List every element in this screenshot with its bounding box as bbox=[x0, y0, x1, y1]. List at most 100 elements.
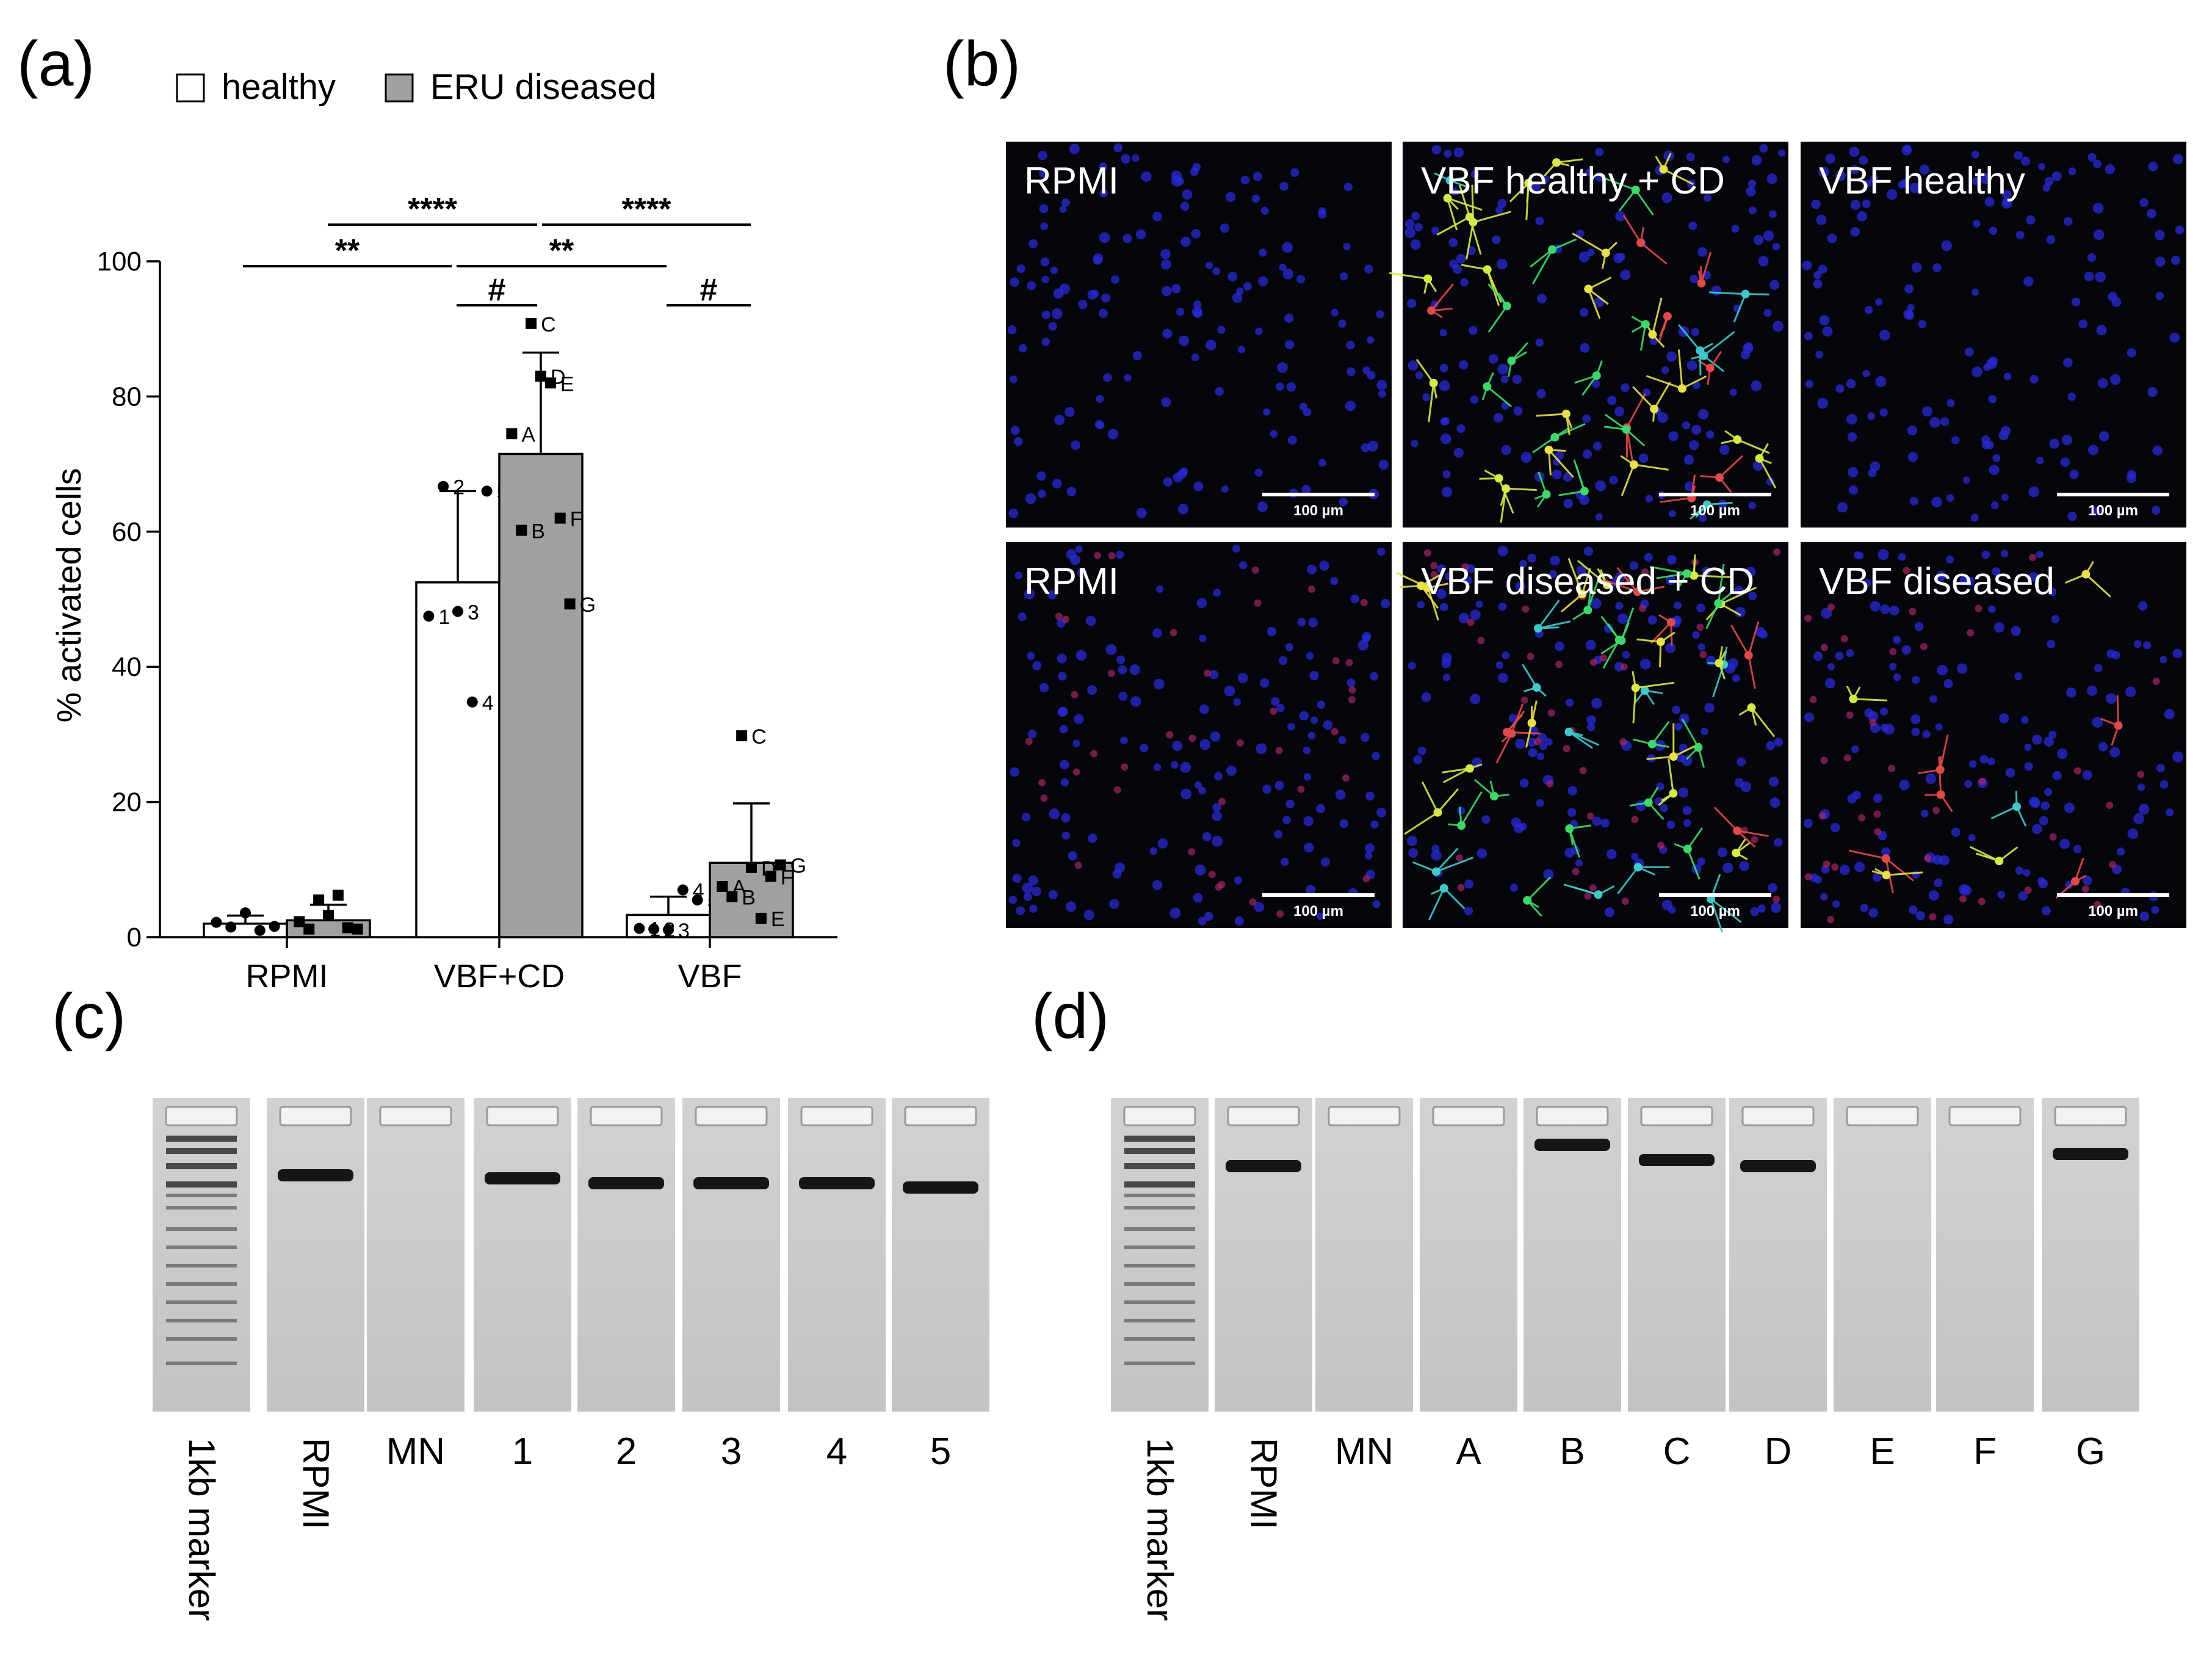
nucleus bbox=[1271, 697, 1280, 706]
stained-cell bbox=[1563, 745, 1570, 753]
nucleus bbox=[1303, 816, 1314, 827]
stained-cell bbox=[1297, 785, 1305, 793]
nucleus bbox=[2093, 159, 2102, 169]
nucleus bbox=[1813, 279, 1823, 289]
nucleus bbox=[1122, 233, 1132, 244]
nucleus bbox=[1193, 481, 1204, 491]
nucleus bbox=[1099, 162, 1108, 172]
nucleus bbox=[1683, 819, 1691, 827]
activated-cell bbox=[2081, 570, 2091, 579]
nucleus bbox=[1763, 309, 1772, 317]
nucleus bbox=[1600, 818, 1610, 828]
nucleus bbox=[1983, 363, 1991, 372]
nucleus bbox=[1688, 221, 1697, 230]
nucleus bbox=[1699, 514, 1707, 523]
nucleus bbox=[1818, 167, 1829, 178]
activated-cell bbox=[1732, 849, 1741, 858]
nucleus bbox=[2030, 798, 2040, 808]
nucleus bbox=[1141, 171, 1152, 182]
nucleus bbox=[1909, 183, 1920, 194]
nucleus bbox=[1958, 884, 1970, 895]
nucleus bbox=[1367, 441, 1378, 452]
ladder-band bbox=[166, 1300, 237, 1304]
nucleus bbox=[2133, 640, 2142, 648]
nucleus bbox=[1769, 280, 1780, 290]
nucleus bbox=[1937, 664, 1948, 676]
nucleus bbox=[1475, 600, 1483, 608]
gel-well bbox=[1227, 1106, 1300, 1126]
gel-lane-label: C bbox=[1663, 1431, 1691, 1473]
gel-well bbox=[1328, 1106, 1401, 1126]
nucleus bbox=[1940, 417, 1950, 426]
stained-cell bbox=[1520, 696, 1528, 704]
nucleus bbox=[1731, 225, 1740, 233]
activated-cell bbox=[1439, 883, 1448, 893]
nucleus bbox=[1226, 192, 1236, 202]
micrograph-title: RPMI bbox=[1024, 560, 1119, 603]
cell-process bbox=[1604, 579, 1638, 593]
nucleus bbox=[1233, 698, 1242, 706]
nucleus bbox=[1729, 388, 1737, 396]
nucleus bbox=[1180, 788, 1192, 800]
nucleus bbox=[1992, 567, 2001, 576]
nucleus bbox=[1743, 343, 1754, 354]
ladder-band bbox=[166, 1319, 237, 1322]
significance-label: **** bbox=[622, 192, 672, 227]
nucleus bbox=[1702, 567, 1711, 576]
nucleus bbox=[2166, 808, 2174, 817]
nucleus bbox=[2117, 847, 2125, 856]
nucleus bbox=[2071, 297, 2081, 306]
dna-band bbox=[485, 1172, 560, 1184]
stained-cell bbox=[1204, 669, 1212, 677]
stained-cell bbox=[2029, 554, 2037, 562]
nucleus bbox=[1964, 347, 1974, 357]
nucleus bbox=[1303, 773, 1312, 781]
nucleus bbox=[1339, 498, 1348, 507]
cell-process bbox=[1751, 706, 1776, 738]
nucleus bbox=[1666, 554, 1677, 565]
stained-cell bbox=[1236, 739, 1244, 747]
nucleus bbox=[1027, 281, 1036, 291]
nucleus bbox=[1748, 180, 1757, 188]
nucleus bbox=[1093, 256, 1102, 265]
ladder-band bbox=[166, 1264, 237, 1267]
cell-process bbox=[1719, 455, 1744, 479]
stained-cell bbox=[1038, 779, 1046, 787]
ladder-band bbox=[1124, 1300, 1195, 1304]
gel-lane: 3 bbox=[682, 1098, 780, 1473]
nucleus bbox=[1615, 601, 1624, 610]
cell-process bbox=[1633, 463, 1669, 471]
cell-process bbox=[1853, 698, 1888, 702]
nucleus bbox=[1810, 873, 1819, 882]
activated-cell bbox=[1432, 867, 1441, 876]
gel-lane: B bbox=[1523, 1098, 1621, 1473]
ladder-band bbox=[166, 1206, 237, 1209]
activated-cell bbox=[1715, 659, 1724, 668]
nucleus bbox=[2147, 209, 2156, 219]
nucleus bbox=[1441, 658, 1451, 669]
nucleus bbox=[1263, 408, 1271, 416]
nucleus bbox=[2026, 215, 2036, 225]
nucleus bbox=[1464, 576, 1472, 585]
nucleus bbox=[1066, 901, 1077, 912]
nucleus bbox=[1971, 150, 1979, 159]
nucleus bbox=[1016, 906, 1025, 916]
nucleus bbox=[2142, 641, 2152, 650]
nucleus bbox=[1234, 916, 1244, 926]
nucleus bbox=[2001, 493, 2009, 501]
nucleus bbox=[1719, 444, 1730, 455]
gel-lane: F bbox=[1936, 1098, 2034, 1473]
data-point bbox=[269, 921, 280, 932]
gel-well bbox=[1432, 1106, 1505, 1126]
data-point bbox=[736, 730, 748, 742]
activated-cell bbox=[1683, 844, 1692, 854]
nucleus bbox=[1587, 248, 1595, 256]
nucleus bbox=[1075, 650, 1087, 661]
nucleus bbox=[1338, 736, 1346, 744]
activated-cell bbox=[1614, 636, 1624, 645]
nucleus bbox=[2164, 709, 2175, 720]
nucleus bbox=[1972, 366, 1982, 377]
cell-process bbox=[1848, 849, 1887, 860]
nucleus bbox=[1893, 636, 1901, 644]
stained-cell bbox=[1589, 658, 1597, 666]
